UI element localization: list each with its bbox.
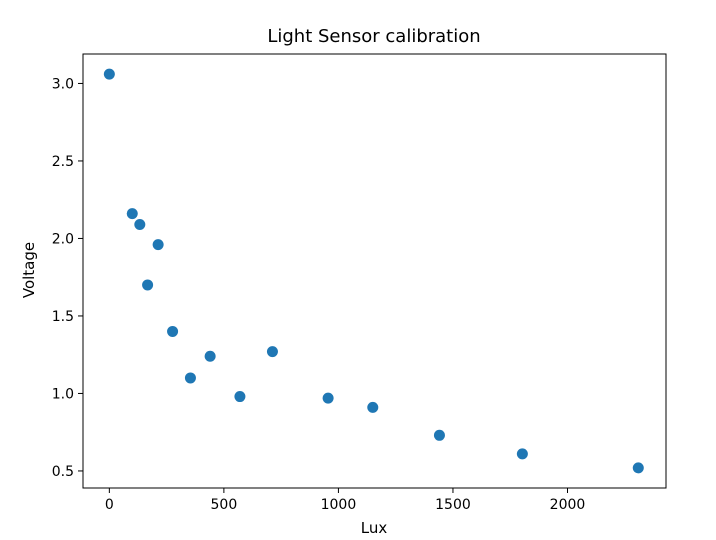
x-tick-label: 0 [105, 497, 114, 513]
data-point [632, 462, 644, 474]
x-tick-label: 1500 [435, 497, 471, 513]
x-tick-label: 500 [211, 497, 238, 513]
plot-frame [82, 53, 667, 489]
data-point [184, 372, 196, 384]
data-point [433, 429, 445, 441]
data-point [167, 325, 179, 337]
x-tick-label: 2000 [550, 497, 586, 513]
data-point [142, 279, 154, 291]
y-tick-label: 0.5 [52, 464, 74, 480]
data-point [266, 346, 278, 358]
x-axis-label: Lux [361, 519, 388, 537]
data-point [516, 448, 528, 460]
y-tick-label: 2.0 [52, 231, 74, 247]
y-tick-label: 1.5 [52, 309, 74, 325]
y-tick-label: 2.5 [52, 154, 74, 170]
data-point [322, 392, 334, 404]
data-point [234, 391, 246, 403]
data-point [126, 208, 138, 220]
y-axis-label: Voltage [20, 242, 38, 298]
data-point [204, 350, 216, 362]
data-point [134, 219, 146, 230]
x-tick-label: 1000 [321, 497, 357, 513]
y-tick-label: 3.0 [52, 76, 74, 92]
data-point [103, 68, 115, 80]
data-point [367, 401, 379, 413]
data-points [103, 68, 644, 474]
chart-title: Light Sensor calibration [267, 26, 480, 47]
y-tick-label: 1.0 [52, 386, 74, 402]
axes: 0 500 1000 1500 2000 0.5 1.0 1.5 2.0 2.5 3.0 [52, 53, 667, 513]
data-point [152, 239, 164, 251]
